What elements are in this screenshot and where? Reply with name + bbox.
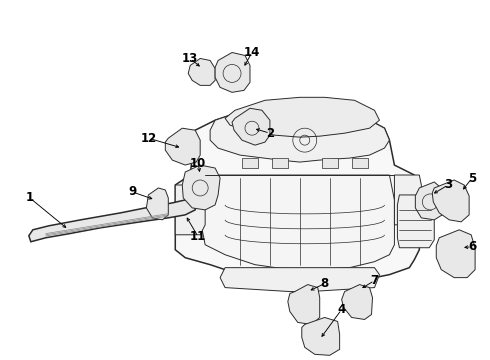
Polygon shape — [175, 185, 205, 235]
Text: 6: 6 — [468, 240, 476, 253]
Text: 5: 5 — [468, 171, 476, 185]
Polygon shape — [272, 158, 288, 168]
Text: 12: 12 — [140, 132, 156, 145]
Polygon shape — [322, 158, 338, 168]
Text: 14: 14 — [244, 46, 260, 59]
Text: 4: 4 — [338, 303, 346, 316]
Polygon shape — [182, 165, 220, 210]
Polygon shape — [242, 158, 258, 168]
Polygon shape — [147, 188, 168, 220]
Polygon shape — [352, 158, 368, 168]
Polygon shape — [200, 175, 394, 270]
Polygon shape — [432, 180, 469, 222]
Polygon shape — [288, 285, 319, 324]
Polygon shape — [210, 108, 390, 162]
Polygon shape — [436, 230, 475, 278]
Polygon shape — [416, 182, 444, 220]
Polygon shape — [397, 195, 434, 248]
Polygon shape — [29, 200, 195, 242]
Text: 7: 7 — [370, 274, 379, 287]
Polygon shape — [342, 285, 372, 319]
Polygon shape — [165, 128, 200, 165]
Text: 10: 10 — [190, 157, 206, 170]
Polygon shape — [215, 53, 250, 92]
Text: 2: 2 — [266, 127, 274, 140]
Text: 11: 11 — [190, 230, 206, 243]
Polygon shape — [232, 108, 270, 145]
Text: 1: 1 — [26, 192, 34, 204]
Polygon shape — [225, 97, 379, 137]
Text: 8: 8 — [320, 277, 329, 290]
Polygon shape — [175, 108, 419, 285]
Polygon shape — [220, 268, 379, 292]
Polygon shape — [188, 58, 215, 85]
Text: 13: 13 — [182, 52, 198, 65]
Polygon shape — [394, 175, 421, 225]
Text: 3: 3 — [444, 179, 452, 192]
Polygon shape — [302, 318, 340, 355]
Text: 9: 9 — [128, 185, 137, 198]
